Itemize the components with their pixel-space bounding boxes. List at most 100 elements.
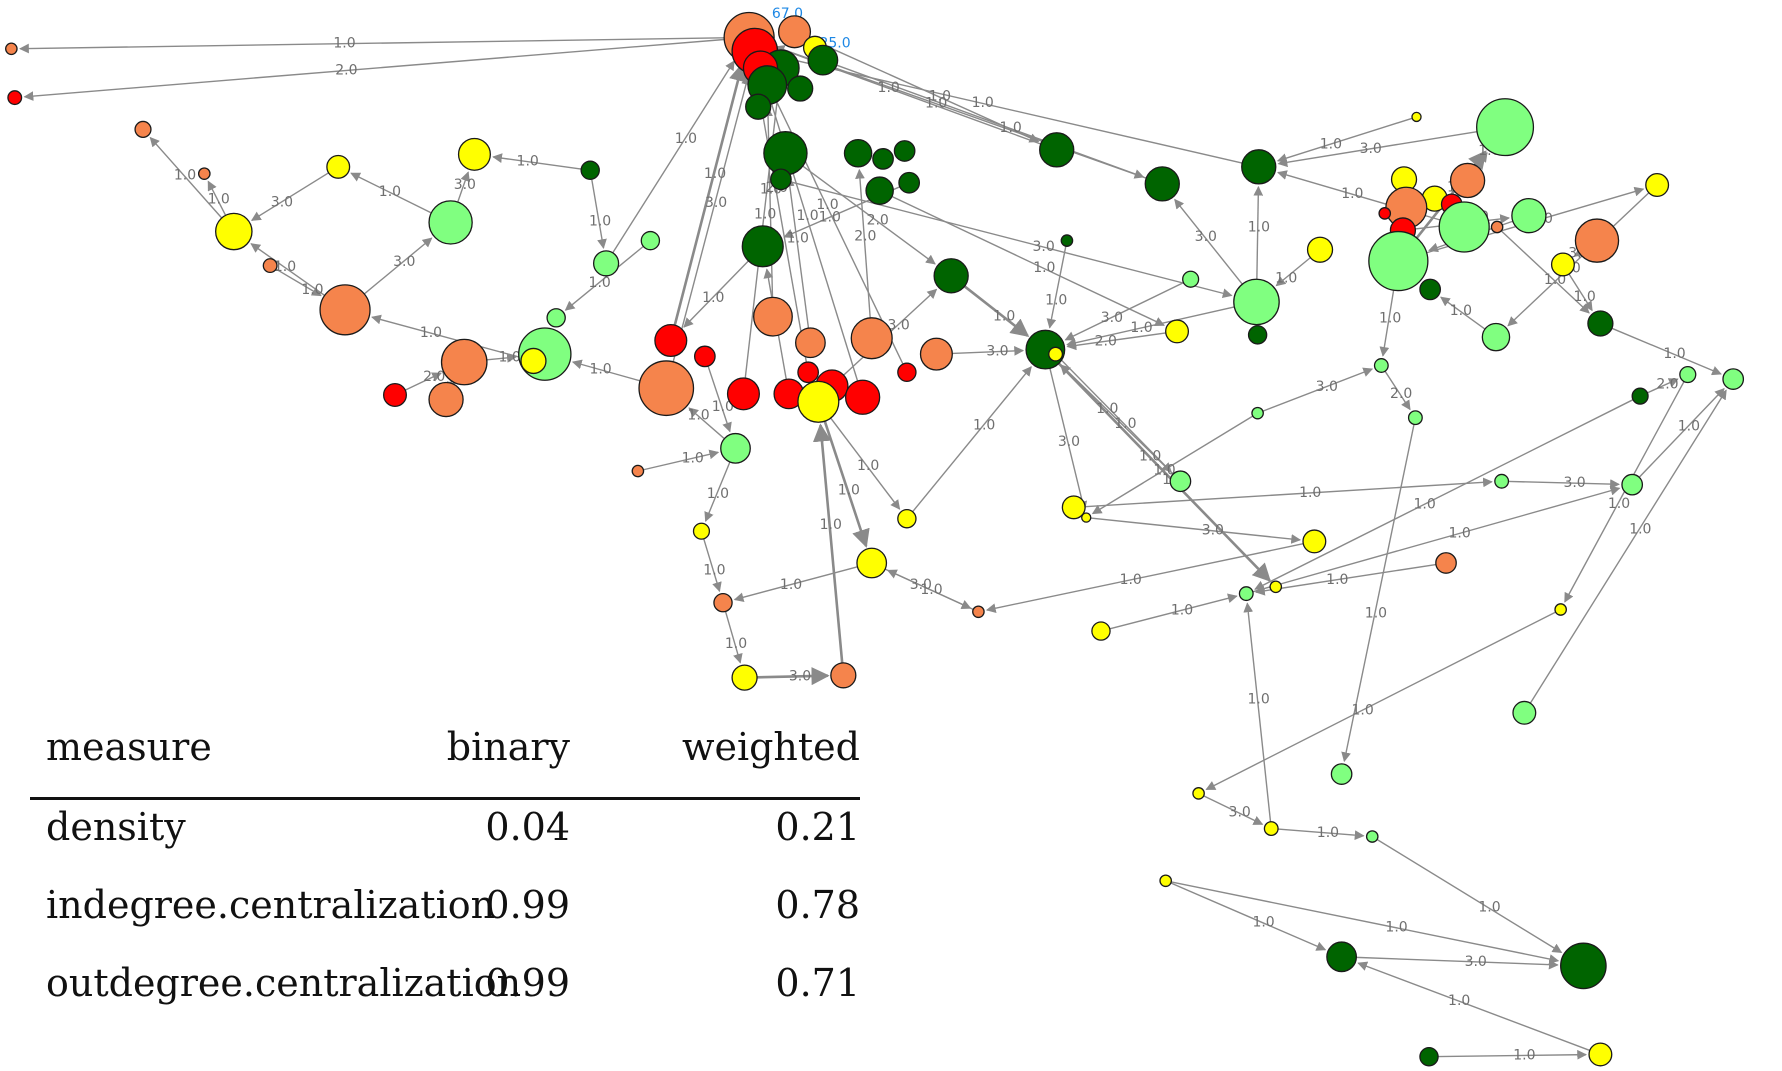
edge (1059, 358, 1172, 473)
edge-label: 1.0 (499, 350, 521, 366)
edge-label: 3.0 (454, 177, 476, 193)
edge (733, 566, 858, 603)
edge-label: 1.0 (589, 361, 611, 377)
edge (1384, 370, 1411, 411)
edge (1203, 795, 1264, 825)
edge (1507, 192, 1650, 327)
node-yellow (1192, 787, 1205, 800)
edge (250, 243, 326, 297)
node-yellow (1411, 111, 1422, 123)
edge-label: 1.0 (796, 208, 818, 224)
edge (963, 285, 1030, 337)
edge (1341, 424, 1415, 763)
edge-label: 1.0 (1341, 186, 1363, 202)
edge-label: 1.0 (687, 407, 709, 423)
edge (1376, 838, 1563, 954)
node-red (7, 90, 23, 106)
edge-label: 3.0 (789, 668, 811, 684)
node-yellow (1263, 821, 1279, 837)
edge (207, 180, 227, 216)
node-light-green (1722, 368, 1745, 390)
node-light-green (720, 432, 751, 464)
edge (1066, 306, 1235, 348)
edge (1049, 368, 1088, 512)
node-light-green (1330, 763, 1353, 785)
node-orange (1490, 220, 1504, 234)
edge (757, 666, 830, 686)
edge-label: 1.0 (704, 166, 726, 182)
edge-label: 2.0 (854, 228, 876, 244)
edge (673, 62, 747, 326)
edge (1060, 364, 1174, 475)
edge-label: 1.0 (1096, 401, 1118, 417)
node-yellow (731, 664, 758, 691)
edge (886, 569, 974, 611)
edge-label: 1.0 (703, 563, 725, 579)
node-red (726, 377, 760, 411)
edge-label: 1.0 (1449, 526, 1471, 542)
node-dark-green (843, 138, 873, 168)
edge (784, 176, 810, 329)
edge (1638, 387, 1725, 478)
edge-label: 1.0 (820, 517, 842, 533)
node-dark-green (1326, 941, 1358, 973)
edge-label: 2.0 (335, 63, 357, 79)
edge (707, 365, 732, 433)
node-yellow (692, 522, 711, 540)
edge (1379, 290, 1395, 357)
edge-label: 1.0 (712, 399, 734, 415)
node-dark-green (872, 148, 894, 170)
node-orange (1449, 162, 1486, 199)
node-light-green (1182, 270, 1200, 288)
edge-label: 1.0 (1171, 602, 1193, 618)
edge-label: 1.0 (816, 197, 838, 213)
edge (1109, 593, 1238, 630)
node-yellow (1159, 874, 1173, 888)
node-light-green (1494, 473, 1510, 489)
node-orange (919, 337, 953, 371)
node-dark-green (1241, 149, 1277, 185)
edge (571, 359, 641, 382)
node-orange (830, 662, 857, 689)
edge-label: 1.0 (1000, 120, 1022, 136)
edge-label: 1.0 (1275, 270, 1297, 286)
node-dark-green (898, 171, 921, 194)
node-light-green (1438, 201, 1490, 253)
edge-label: 3.0 (1195, 229, 1217, 245)
row-weighted: 0.71 (775, 961, 860, 1005)
edge-label: 1.0 (857, 458, 879, 474)
node-light-green (1679, 365, 1697, 384)
edge (19, 37, 725, 54)
edge-label: 1.0 (754, 207, 776, 223)
edge (1356, 956, 1559, 970)
edge-label: 1.0 (1629, 521, 1651, 537)
node-yellow (1091, 621, 1111, 641)
edge-label: 1.0 (702, 290, 724, 306)
header-binary: binary (446, 725, 570, 769)
node-light-green (640, 230, 661, 251)
edge (1276, 117, 1413, 163)
edge (1611, 327, 1722, 376)
node-light-green (428, 200, 473, 245)
edge-label: 1.0 (1608, 496, 1630, 512)
edge (1508, 479, 1620, 489)
edge (952, 345, 1025, 356)
edge-label: 1.0 (1045, 293, 1067, 309)
edge-label: 1.0 (707, 486, 729, 502)
table-row: outdegree.centralization 0.99 0.71 (30, 961, 860, 1021)
edge (790, 181, 1233, 299)
node-light-green (1233, 278, 1280, 326)
edge (363, 237, 433, 295)
edge-label: 1.0 (925, 95, 947, 111)
edge-label: 3.0 (1360, 141, 1382, 157)
edge-label: 3.0 (393, 254, 415, 270)
edge (643, 449, 720, 471)
edge-label: 1.0 (208, 192, 230, 208)
node-red (654, 323, 688, 358)
row-binary: 0.99 (485, 961, 570, 1005)
edge-label: 1.0 (1513, 1047, 1535, 1063)
edge (672, 74, 751, 363)
node-red (897, 362, 917, 383)
edge-label: 3.0 (986, 344, 1008, 360)
